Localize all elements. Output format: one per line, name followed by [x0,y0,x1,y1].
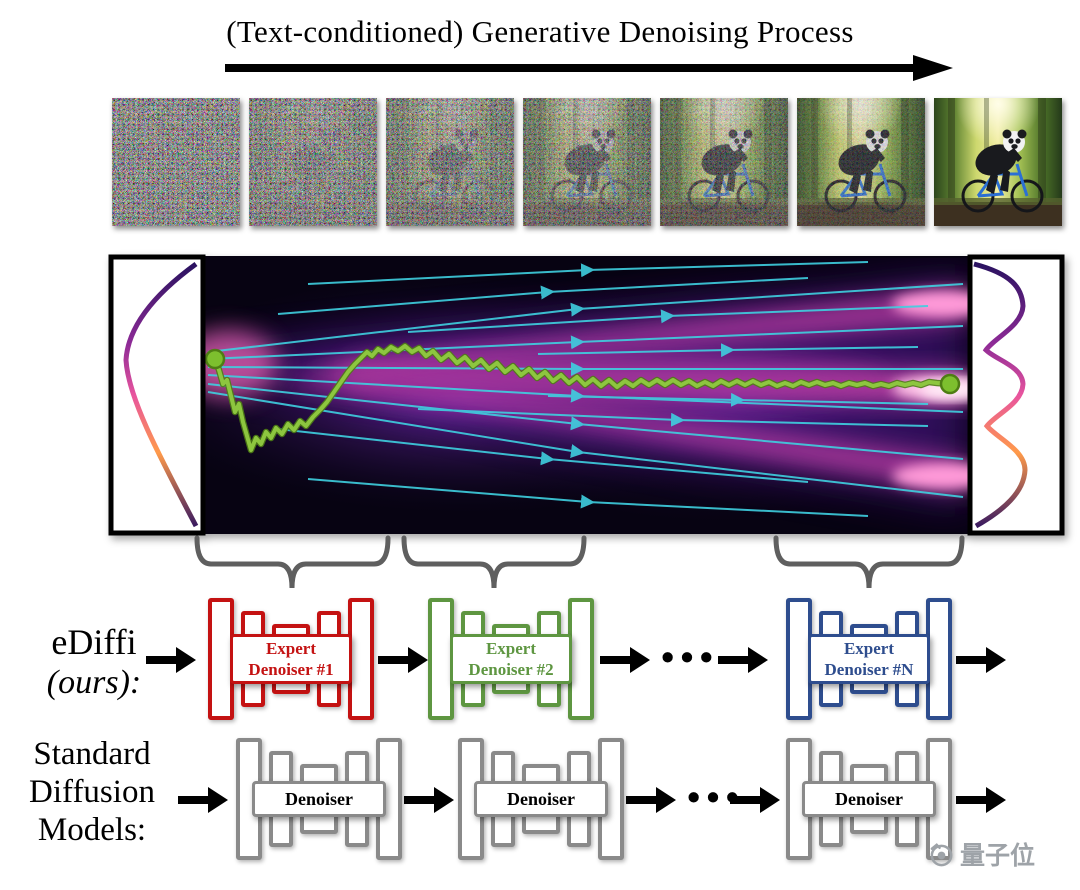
denoising-frame-3 [386,98,514,226]
noise-overlay [523,98,651,226]
expert-label-line1: Expert [265,638,317,658]
interval-brace-3 [773,535,965,589]
process-arrow [225,55,953,81]
expert-denoiser-2-label: Expert Denoiser #2 [450,634,572,684]
noise-overlay [386,98,514,226]
noise-overlay [797,98,925,226]
flow-arrow [178,787,228,813]
ediffi-label: eDiffi (ours): [14,622,174,702]
denoiser-block-1-label: Denoiser [252,781,386,817]
qbitai-watermark: 量子位 [928,836,1035,872]
expert-denoiser-1-label: Expert Denoiser #1 [230,634,352,684]
expert-denoiser-2: Expert Denoiser #2 [428,598,594,720]
interval-brace-2 [401,535,587,589]
data-distribution-curve [973,261,1028,529]
denoising-frame-7 [934,98,1062,226]
denoiser-block-1: Denoiser [236,738,402,860]
interval-brace-1 [194,535,391,589]
data-distribution-box [967,254,1065,536]
expert-label-line1: Expert [485,638,537,658]
streamlines [207,261,964,517]
noise-overlay [112,98,240,226]
denoising-frame-6 [797,98,925,226]
standard-label-line2: Diffusion [29,773,155,810]
flow-arrow [956,647,1006,673]
denoising-frame-2 [249,98,377,226]
figure-title: (Text-conditioned) Generative Denoising … [226,14,854,49]
flow-arrow [718,647,768,673]
prior-distribution-box [108,254,206,536]
denoising-image-strip [112,98,1062,226]
expert-denoiser-n: Expert Denoiser #N [786,598,952,720]
expert-label-line2: Denoiser #2 [468,660,554,679]
denoising-frame-4 [523,98,651,226]
flow-arrow [378,647,428,673]
start-dot [204,348,226,370]
standard-label-line1: Standard [33,736,151,772]
noise-overlay [249,98,377,226]
noise-overlay [660,98,788,226]
flow-arrow [146,647,196,673]
ediffi-label-line2: (ours): [46,664,142,702]
sample-trajectory [211,342,951,454]
ediffi-label-line1: eDiffi [51,622,137,662]
flow-arrow [626,787,676,813]
standard-label-line3: Models: [37,811,147,848]
flow-arrow [404,787,454,813]
expert-denoiser-n-label: Expert Denoiser #N [808,634,930,684]
diffusion-flow-panel [108,254,1065,536]
flow-arrow [730,787,780,813]
unet-layer [428,598,454,720]
expert-label-line1: Expert [843,638,895,658]
denoising-frame-1 [112,98,240,226]
flow-arrow [956,787,1006,813]
expert-label-line2: Denoiser #N [824,660,914,679]
flow-arrow [600,647,650,673]
interval-braces [194,535,965,589]
prior-distribution-curve [123,261,199,528]
denoiser-block-3-label: Denoiser [802,781,936,817]
expert-label-line2: Denoiser #1 [248,660,334,679]
expert-denoiser-1: Expert Denoiser #1 [208,598,374,720]
standard-models-label: Standard Diffusion Models: [4,736,180,850]
denoiser-block-2-label: Denoiser [474,781,608,817]
watermark-text: 量子位 [960,842,1036,870]
denoiser-block-3: Denoiser [786,738,952,860]
denoising-frame-5 [660,98,788,226]
density-lobes [198,264,972,524]
qbitai-logo-icon [930,842,953,866]
ellipsis-dots: ••• [661,637,719,679]
denoiser-block-2: Denoiser [458,738,624,860]
end-dot [939,373,961,395]
